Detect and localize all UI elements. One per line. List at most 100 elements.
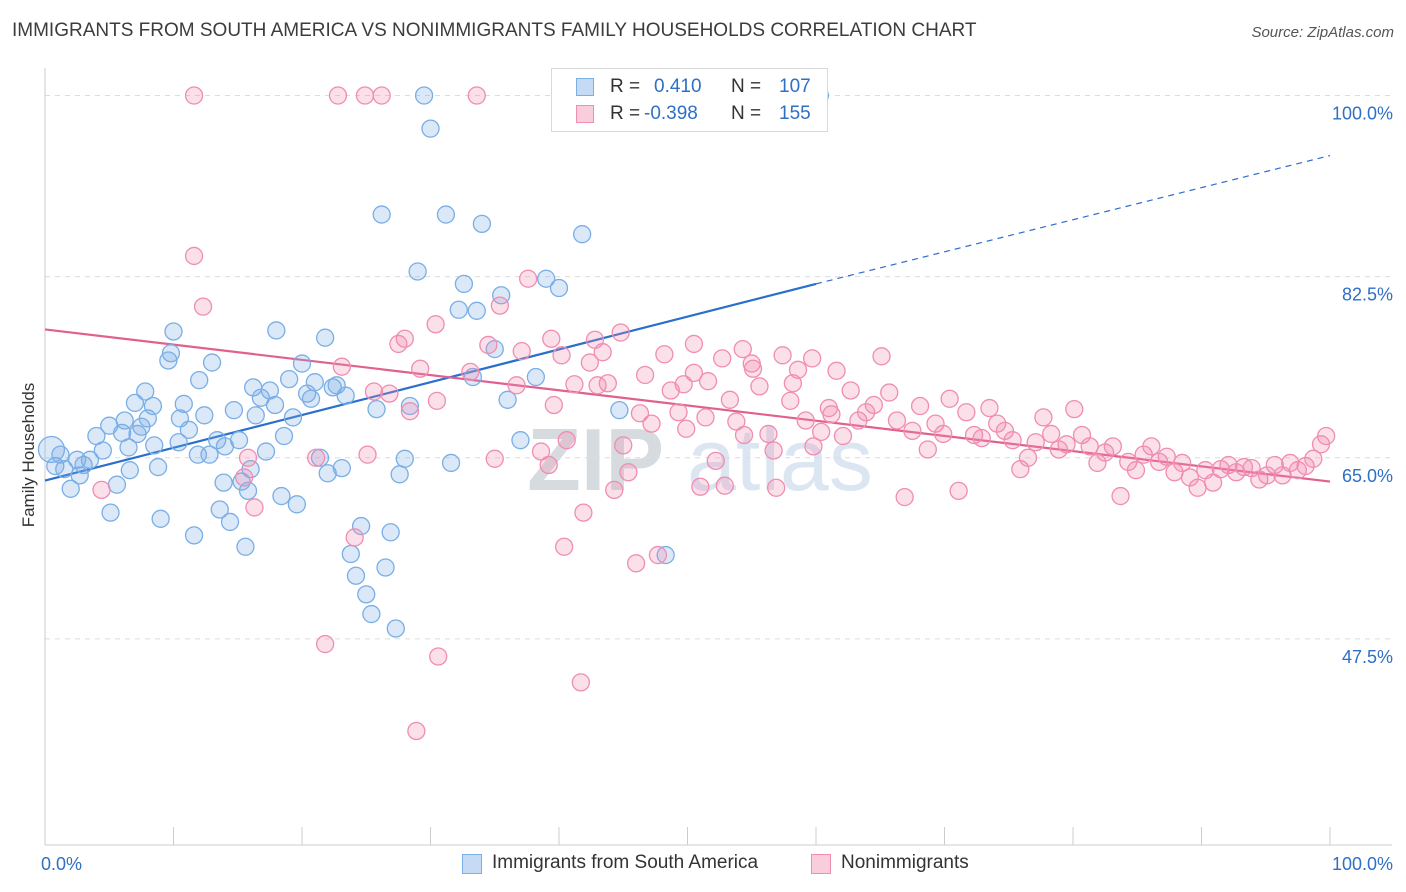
point-0-80 [372,205,391,224]
series-1-points [92,86,1336,741]
point-1-2 [328,86,348,105]
trend-lines [44,154,1331,483]
point-1-150 [743,359,763,378]
point-1-43 [773,346,792,365]
point-1-111 [1296,456,1315,476]
point-0-84 [390,465,409,484]
point-0-46 [229,431,249,450]
point-1-152 [783,374,803,393]
point-1-41 [759,424,778,444]
point-0-18 [125,393,145,413]
point-1-51 [833,426,853,446]
point-1-109 [1281,453,1300,473]
series-0-points [37,86,830,638]
point-1-21 [614,436,633,455]
point-1-58 [887,411,907,430]
point-1-128 [364,382,384,401]
point-0-36 [190,370,209,390]
legend-swatch-pink [576,105,594,123]
trend-line-0 [44,282,817,482]
point-0-103 [549,278,569,298]
point-1-52 [841,381,860,400]
point-0-83 [386,619,405,638]
point-0-77 [357,585,376,604]
point-0-26 [151,509,170,528]
point-1-46 [796,411,815,430]
point-0-45 [224,401,244,420]
point-1-22 [619,463,638,482]
point-1-71 [988,414,1007,433]
point-1-66 [949,481,968,501]
point-1-154 [822,405,841,424]
point-0-41 [210,500,229,519]
point-0-4 [61,479,80,498]
point-1-77 [1034,408,1053,427]
point-0-15 [115,411,134,430]
point-0-87 [408,262,427,281]
point-0-101 [526,367,546,387]
point-1-30 [677,419,696,438]
point-1-143 [611,323,630,342]
point-1-16 [580,353,599,372]
point-1-122 [507,376,526,395]
point-1-101 [1219,455,1238,475]
y-tick-label-1: 82.5% [1342,285,1393,305]
point-1-69 [972,428,991,448]
point-0-96 [472,214,492,234]
point-0-58 [272,486,291,506]
point-0-29 [164,322,183,341]
point-0-78 [362,604,381,624]
point-1-99 [1203,473,1223,492]
x-tick-label-0: 0.0% [41,854,82,874]
point-1-34 [706,451,725,471]
point-0-54 [256,442,276,461]
point-0-6 [70,466,89,485]
point-0-8 [80,450,100,469]
point-1-23 [626,554,646,573]
point-1-24 [635,365,655,385]
axes [44,68,1392,846]
point-1-25 [642,414,661,433]
point-1-12 [552,346,571,365]
grid [45,95,1392,640]
y-tick-label-2: 65.0% [1342,466,1393,486]
point-1-64 [934,424,953,444]
point-1-146 [684,363,704,383]
point-0-99 [498,390,517,409]
point-1-7 [485,449,504,468]
point-0-91 [441,453,461,473]
point-1-42 [767,478,786,497]
point-1-15 [574,503,593,522]
point-0-66 [305,373,325,392]
point-1-93 [1157,447,1176,466]
point-0-39 [202,353,222,372]
legend-n-value: 155 [779,103,811,124]
point-0-88 [414,86,434,105]
point-1-8 [519,269,538,288]
legend-r-value: -0.398 [644,103,698,124]
point-1-62 [918,440,937,459]
point-0-13 [107,475,127,494]
point-0-81 [376,558,395,577]
point-1-45 [788,360,808,379]
point-0-105 [610,401,629,420]
point-1-112 [1304,449,1323,468]
tick-labels: 100.0% 82.5% 65.0% 47.5% 0.0% 100.0% [41,104,1393,874]
point-0-71 [327,376,346,395]
point-1-97 [1188,478,1207,497]
point-1-27 [655,345,674,364]
point-0-37 [195,406,214,425]
y-tick-label-3: 47.5% [1342,647,1393,667]
point-0-48 [236,537,255,556]
point-1-80 [1057,435,1076,454]
point-0-67 [310,448,330,467]
point-0-69 [318,464,337,483]
point-0-90 [436,205,456,224]
point-0-44 [220,512,240,532]
point-1-18 [593,343,612,362]
point-1-5 [372,86,391,105]
legend-r-label: R = [610,103,641,124]
watermark-atlas: atlas [687,410,873,509]
point-0-59 [274,426,294,446]
point-1-126 [400,402,420,421]
